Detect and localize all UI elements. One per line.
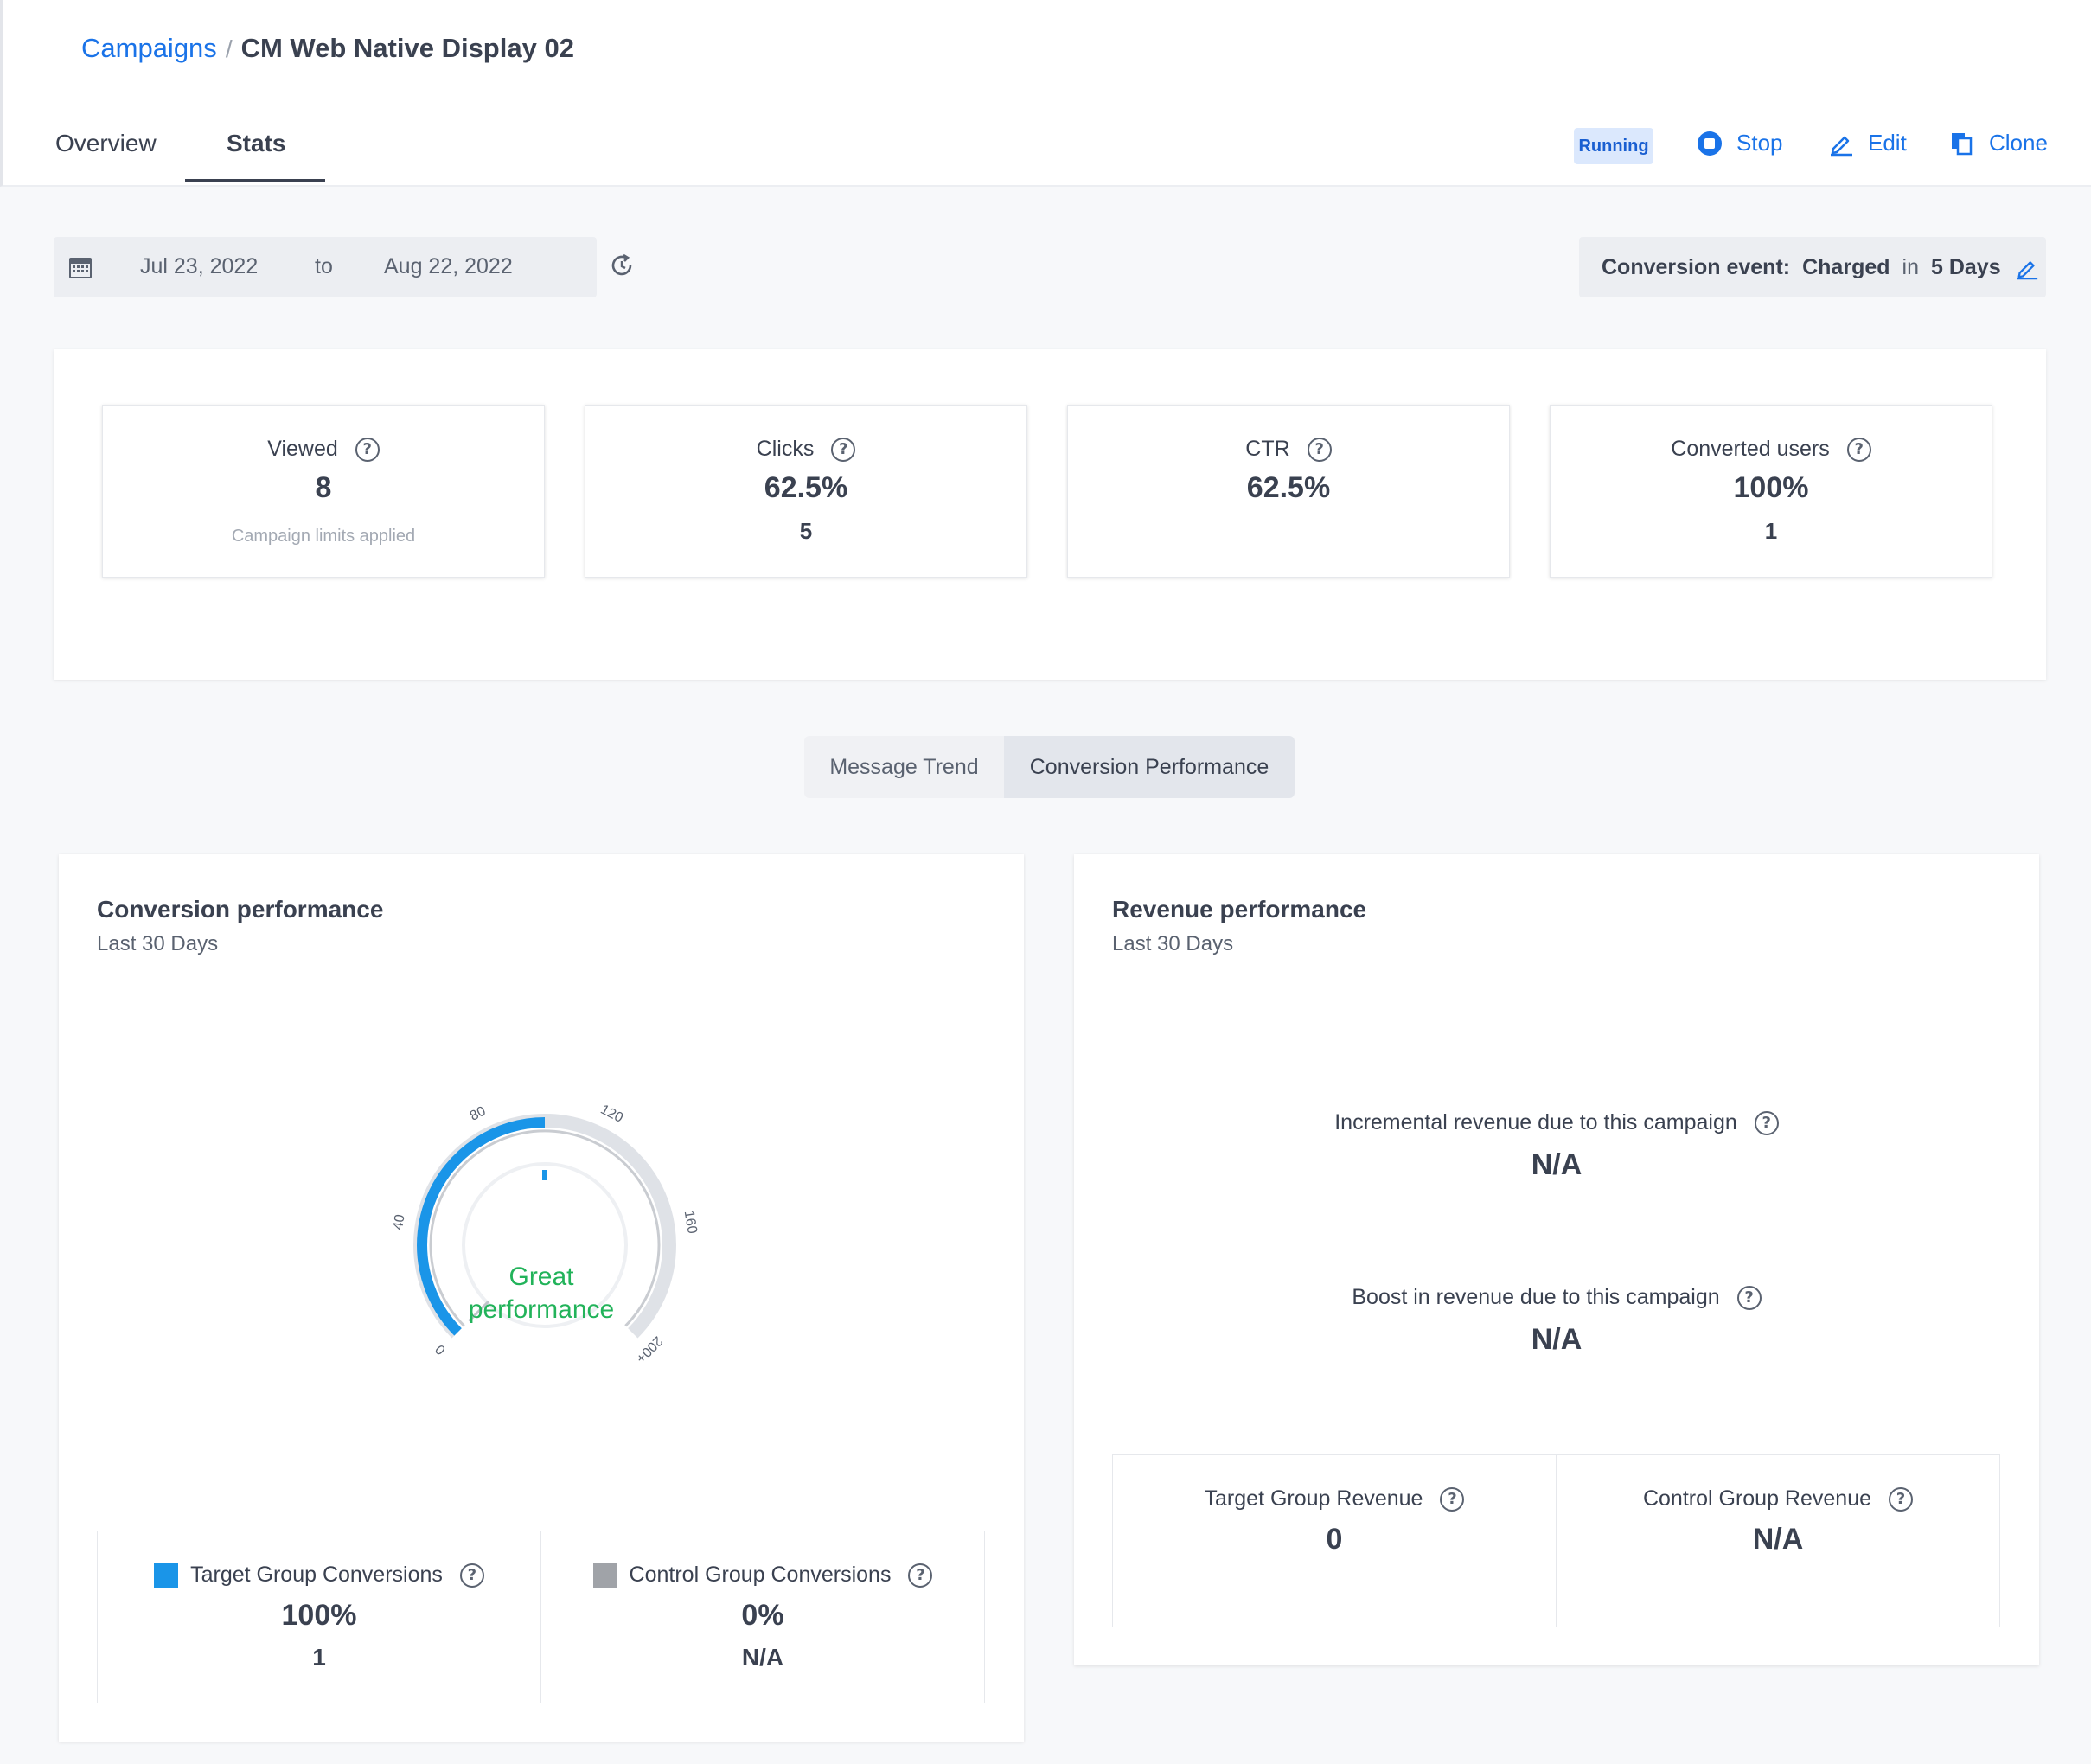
tab-stats[interactable]: Stats [227,130,286,157]
control-revenue-label: Control Group Revenue [1642,1486,1872,1511]
conversion-event-in-label: in [1902,255,1919,279]
conversion-event-selector[interactable]: Conversion event: Charged in 5 Days [1579,237,2046,297]
help-icon[interactable]: ? [1307,437,1332,462]
control-group-revenue: Control Group Revenue ? N/A [1556,1454,2000,1627]
gauge-tick-label: 200+ [633,1333,666,1366]
target-group-conversions: Target Group Conversions ? 100% 1 [97,1531,541,1703]
control-revenue-value: N/A [1752,1523,1804,1556]
conversion-gauge: 0 40 80 120 160 200+ [391,1102,700,1366]
edit-conversion-pencil-icon[interactable] [2015,256,2039,280]
clone-icon [1952,132,1973,155]
help-icon[interactable]: ? [1440,1486,1465,1512]
help-icon[interactable]: ? [908,1563,933,1588]
gauge-core [462,1162,628,1328]
control-conversions-value: 0% [741,1599,784,1632]
date-to[interactable]: Aug 22, 2022 [384,254,513,278]
edit-button[interactable]: Edit [1828,130,1907,157]
gauge-tick-label: 0 [432,1341,448,1357]
revenue-performance-panel: Revenue performance Last 30 Days Increme… [1074,854,2039,1665]
target-swatch [154,1563,179,1588]
conversion-event-label: Conversion event: [1602,255,1791,279]
target-revenue-value: 0 [1326,1523,1343,1556]
control-group-conversions: Control Group Conversions ? 0% N/A [540,1531,985,1703]
stat-converted-label: Converted users [1671,437,1830,461]
date-to-label: to [315,254,333,278]
stats-summary-card: Viewed ? 8 Campaign limits applied Click… [54,349,2046,680]
help-icon[interactable]: ? [1846,437,1871,462]
segment-message-trend[interactable]: Message Trend [804,736,1004,798]
control-swatch [592,1563,617,1588]
gauge-tick-label: 80 [468,1104,489,1124]
page-title: CM Web Native Display 02 [240,33,574,63]
control-conversions-label: Control Group Conversions [629,1563,892,1587]
help-icon[interactable]: ? [1736,1285,1762,1310]
clone-button[interactable]: Clone [1949,130,2048,157]
gauge-needle [468,1300,490,1322]
stat-viewed-value: 8 [315,471,332,504]
target-revenue-label: Target Group Revenue [1204,1486,1423,1511]
target-conversions-count: 1 [312,1644,326,1671]
incremental-revenue-label: Incremental revenue due to this campaign [1334,1110,1737,1134]
stat-ctr-value: 62.5% [1246,471,1331,504]
tab-overview[interactable]: Overview [55,130,157,157]
stat-viewed: Viewed ? 8 Campaign limits applied [102,405,545,578]
conversion-event-name: Charged [1802,255,1890,279]
page-header: Campaigns / CM Web Native Display 02 Ove… [0,0,2091,187]
help-icon[interactable]: ? [831,437,856,462]
conversion-window: 5 Days [1930,255,2001,279]
stat-ctr: CTR ? 62.5% [1067,405,1510,578]
conversion-panel-title: Conversion performance [97,896,384,923]
help-icon[interactable]: ? [1889,1486,1914,1512]
gauge-marker [542,1170,547,1180]
target-group-revenue: Target Group Revenue ? 0 [1112,1454,1557,1627]
target-conversions-label: Target Group Conversions [190,1563,443,1587]
stat-viewed-label: Viewed [267,437,338,461]
conversion-panel-subtitle: Last 30 Days [97,932,219,956]
gauge-fill [417,1117,546,1336]
control-conversions-count: N/A [741,1644,784,1671]
stat-clicks-value: 62.5% [764,471,848,504]
breadcrumb-separator: / [225,35,233,62]
stat-converted-users: Converted users ? 100% 1 [1550,405,1992,578]
incremental-revenue-value: N/A [1531,1148,1583,1181]
target-conversions-value: 100% [281,1599,357,1632]
edit-button-label: Edit [1868,130,1907,156]
stat-viewed-note: Campaign limits applied [231,527,416,546]
gauge-tick-label: 160 [681,1210,700,1235]
gauge-status-line2: performance [468,1295,615,1324]
segment-conversion-performance[interactable]: Conversion Performance [1004,736,1295,798]
boost-revenue-label: Boost in revenue due to this campaign [1352,1285,1720,1309]
breadcrumb: Campaigns / CM Web Native Display 02 [81,33,574,64]
clone-button-label: Clone [1989,130,2048,156]
revenue-panel-subtitle: Last 30 Days [1112,932,1234,956]
help-icon[interactable]: ? [459,1563,484,1588]
boost-revenue-value: N/A [1531,1323,1583,1356]
conversion-performance-panel: Conversion performance Last 30 Days 0 40 8… [59,854,1024,1742]
stat-ctr-label: CTR [1245,437,1290,461]
calendar-icon [69,258,92,278]
refresh-icon[interactable] [609,252,635,278]
stat-clicks-label: Clicks [756,437,815,461]
revenue-panel-title: Revenue performance [1112,896,1367,923]
date-from[interactable]: Jul 23, 2022 [140,254,259,278]
status-badge: Running [1574,128,1653,164]
stop-button[interactable]: Stop [1697,130,1783,157]
gauge-status-line1: Great [508,1262,574,1291]
help-icon[interactable]: ? [355,437,380,462]
active-tab-indicator [185,179,325,182]
pencil-icon [1831,136,1852,156]
breadcrumb-campaigns-link[interactable]: Campaigns [81,33,217,63]
gauge-tick-label: 120 [598,1102,626,1126]
stat-clicks-count: 5 [799,518,813,544]
stop-button-label: Stop [1736,130,1783,156]
gauge-inner-track [429,1129,661,1327]
stop-icon [1698,131,1722,156]
gauge-tick-label: 40 [391,1213,408,1230]
stat-converted-value: 100% [1733,471,1809,504]
stat-converted-count: 1 [1764,518,1778,544]
date-range-picker[interactable]: Jul 23, 2022 to Aug 22, 2022 [54,237,597,297]
stat-clicks: Clicks ? 62.5% 5 [585,405,1027,578]
help-icon[interactable]: ? [1754,1110,1779,1135]
